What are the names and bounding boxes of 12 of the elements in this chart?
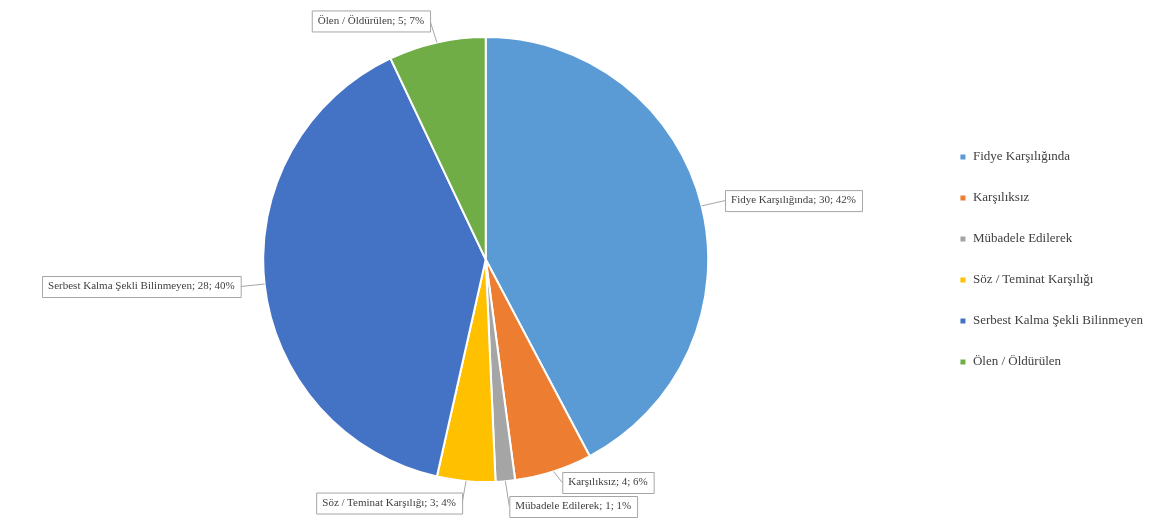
legend-label: Mübadele Edilerek	[972, 230, 1073, 246]
data-label: Söz / Teminat Karşılığı; 3; 4%	[322, 495, 457, 508]
data-label: Karşılıksız; 4; 6%	[568, 475, 648, 488]
data-label: Serbest Kalma Şekli Bilinmeyen; 28; 40%	[48, 279, 235, 292]
data-label: Ölen / Öldürülen; 5; 7%	[317, 13, 425, 26]
legend-label: Serbest Kalma Şekli Bilinmeyen	[972, 312, 1144, 328]
legend-label: Fidye Karşılığında	[972, 148, 1071, 164]
legend-label: Ölen / Öldürülen	[972, 353, 1062, 369]
data-label: Fidye Karşılığında; 30; 42%	[731, 193, 856, 206]
legend-label: Karşılıksız	[972, 189, 1030, 205]
data-label: Mübadele Edilerek; 1; 1%	[515, 499, 632, 512]
legend-label: Söz / Teminat Karşılığı	[972, 271, 1094, 287]
